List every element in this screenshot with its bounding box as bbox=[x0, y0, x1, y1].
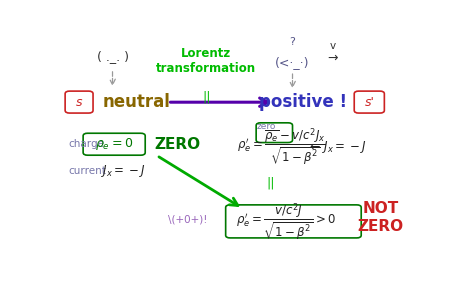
Text: $J_x = -J$: $J_x = -J$ bbox=[101, 163, 146, 179]
Text: \(+0+)!: \(+0+)! bbox=[168, 215, 208, 225]
Text: s': s' bbox=[365, 96, 374, 109]
Text: s: s bbox=[76, 96, 82, 109]
Text: v: v bbox=[330, 41, 336, 51]
Text: ( ._. ): ( ._. ) bbox=[97, 50, 128, 63]
Text: current: current bbox=[68, 166, 106, 176]
Text: $\leftarrow$: $\leftarrow$ bbox=[308, 140, 322, 153]
Text: charge: charge bbox=[68, 139, 104, 149]
Text: $J_x = -J$: $J_x = -J$ bbox=[322, 139, 366, 155]
Text: ZERO: ZERO bbox=[155, 137, 201, 152]
Text: Lorentz
transformation: Lorentz transformation bbox=[156, 47, 256, 75]
Text: $\rho_e = 0$: $\rho_e = 0$ bbox=[94, 136, 133, 152]
Text: zero: zero bbox=[257, 122, 276, 131]
Text: ||: || bbox=[266, 177, 275, 190]
Text: neutral: neutral bbox=[102, 93, 170, 111]
Text: ?: ? bbox=[290, 37, 295, 47]
Text: ||: || bbox=[202, 90, 210, 103]
Text: (<·_·): (<·_·) bbox=[275, 56, 310, 69]
Text: →: → bbox=[328, 51, 338, 64]
Text: $\rho_e' = \dfrac{v/c^2 J}{\sqrt{1-\beta^2}} > 0$: $\rho_e' = \dfrac{v/c^2 J}{\sqrt{1-\beta… bbox=[236, 201, 336, 243]
Text: positive !: positive ! bbox=[259, 93, 347, 111]
Text: $\rho_e' = \dfrac{\overline{\rho_e} - v/c^2 J_x}{\sqrt{1-\beta^2}}$: $\rho_e' = \dfrac{\overline{\rho_e} - v/… bbox=[237, 127, 326, 168]
Text: NOT
ZERO: NOT ZERO bbox=[357, 201, 404, 234]
